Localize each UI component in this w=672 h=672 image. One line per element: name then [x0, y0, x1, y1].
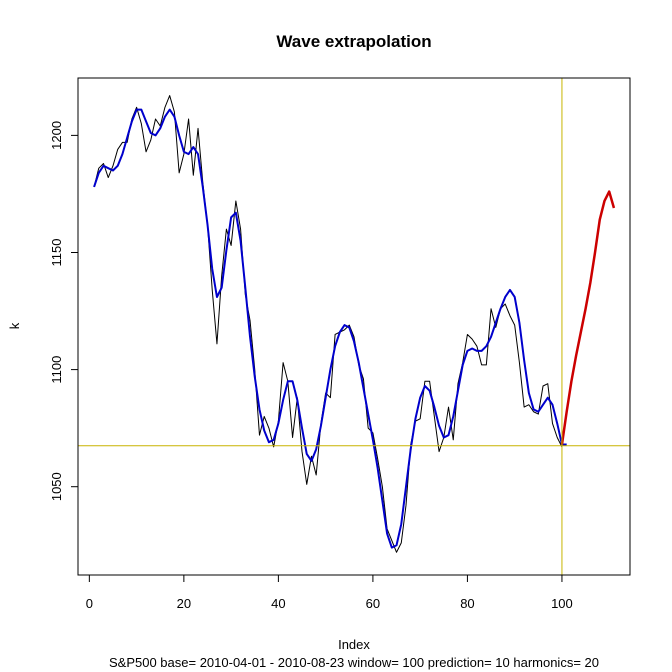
- x-tick-label-100: 100: [551, 596, 573, 611]
- series-fitted-line: [93, 108, 567, 549]
- chart-title: Wave extrapolation: [276, 32, 431, 51]
- y-axis: 1050 1100 1150 1200: [49, 121, 79, 501]
- x-axis: 0 20 40 60 80 100: [86, 574, 573, 611]
- x-axis-label: Index: [338, 637, 370, 652]
- x-tick-label-60: 60: [366, 596, 380, 611]
- y-tick-label-1050: 1050: [49, 472, 64, 501]
- plot-frame: [77, 77, 631, 576]
- y-axis-label: k: [7, 322, 22, 329]
- x-tick-label-40: 40: [271, 596, 285, 611]
- y-tick-label-1200: 1200: [49, 121, 64, 150]
- x-tick-label-20: 20: [177, 596, 191, 611]
- chart-caption: S&P500 base= 2010-04-01 - 2010-08-23 win…: [109, 655, 599, 670]
- series-layer: [93, 95, 616, 553]
- series-prediction-line: [560, 190, 616, 445]
- series-actual-line: [93, 95, 563, 553]
- y-tick-label-1100: 1100: [49, 356, 64, 384]
- reference-lines: [78, 78, 630, 575]
- y-tick-label-1150: 1150: [49, 239, 64, 267]
- x-tick-label-80: 80: [460, 596, 474, 611]
- x-tick-label-0: 0: [86, 596, 93, 611]
